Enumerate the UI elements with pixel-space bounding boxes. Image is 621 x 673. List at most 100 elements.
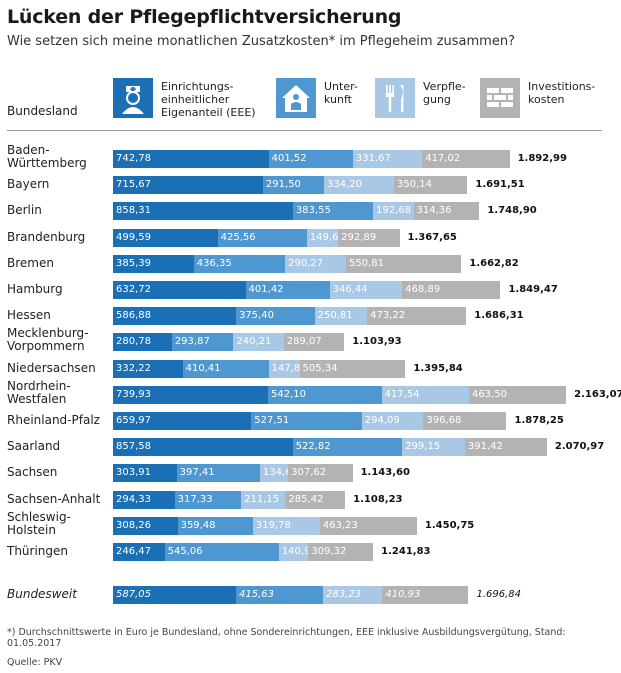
bar-segment: 397,41 xyxy=(176,464,260,483)
bar-segment: 468,89 xyxy=(402,281,501,299)
row-label: Schleswig- Holstein xyxy=(7,509,71,537)
bar-segment: 415,63 xyxy=(235,586,324,604)
bar-segment: 289,07 xyxy=(283,333,345,352)
bar-segment: 332,22 xyxy=(113,359,183,378)
legend-label-eee: Einrichtungs-einheitlicher Eigenanteil (E… xyxy=(161,80,256,119)
bar-segment: 396,68 xyxy=(423,412,507,430)
bar-segment: 292,89 xyxy=(338,228,400,247)
bar-total-label: 1.103,93 xyxy=(352,336,402,348)
bar-segment: 587,05 xyxy=(113,586,236,604)
bar-total-label: 1.696,84 xyxy=(476,589,522,600)
row-label: Brandenburg xyxy=(7,229,86,244)
row-label-summary: Bundesweit xyxy=(7,587,77,601)
legend-label-verpflegung: Verpfle-gung xyxy=(423,80,466,106)
chart-title: Lücken der Pflegepflichtversicherung xyxy=(7,6,402,28)
bar-segment: 463,23 xyxy=(319,516,417,535)
bar-segment: 417,02 xyxy=(422,150,510,168)
bar-segment: 715,67 xyxy=(113,176,263,195)
bar-segment: 527,51 xyxy=(251,412,362,430)
bar-total-label: 1.892,99 xyxy=(517,153,567,164)
bar-segment: 522,82 xyxy=(292,438,403,457)
bar-segment: 308,26 xyxy=(113,516,178,535)
bar-total-label: 1.686,31 xyxy=(474,310,524,322)
bar-segment: 391,42 xyxy=(464,438,547,457)
row-label: Bremen xyxy=(7,255,54,270)
bar-segment: 350,14 xyxy=(394,176,468,195)
row-label: Sachsen-Anhalt xyxy=(7,491,101,506)
bar-segment: 346,44 xyxy=(329,281,403,299)
bar-segment: 463,50 xyxy=(469,385,567,404)
row-label: Berlin xyxy=(7,203,42,218)
bar-segment: 283,23 xyxy=(323,586,383,604)
bar-segment: 140,98 xyxy=(278,543,309,561)
legend-label-investition: Investitions-kosten xyxy=(528,80,596,106)
row-label: Nordrhein- Westfalen xyxy=(7,378,71,406)
bar-segment: 290,27 xyxy=(285,254,346,273)
bar-segment: 307,62 xyxy=(288,464,353,483)
bar-total-label: 1.748,90 xyxy=(487,205,537,217)
chart-subtitle: Wie setzen sich meine monatlichen Zusatz… xyxy=(7,34,515,49)
bar-segment: 303,91 xyxy=(113,464,177,483)
bar-segment: 334,20 xyxy=(324,176,394,195)
bar-segment: 240,21 xyxy=(233,333,284,352)
row-label: Hessen xyxy=(7,308,51,323)
brick-wall-icon xyxy=(480,78,520,118)
bar-segment: 192,68 xyxy=(373,202,414,221)
nurse-icon xyxy=(113,78,153,118)
bar-segment: 401,42 xyxy=(245,281,330,299)
bar-segment: 317,33 xyxy=(174,490,242,509)
bar-segment: 250,81 xyxy=(314,307,368,326)
bar-segment: 401,52 xyxy=(268,150,353,168)
bar-total-label: 1.450,75 xyxy=(424,519,475,531)
row-label: Rheinland-Pfalz xyxy=(7,413,100,427)
fork-knife-icon xyxy=(375,78,415,118)
bar-total-label: 2.163,07 xyxy=(574,388,621,400)
bar-segment: 246,47 xyxy=(113,543,165,561)
bar-segment: 309,32 xyxy=(308,543,374,561)
bar-total-label: 1.241,83 xyxy=(381,546,431,557)
bar-segment: 299,15 xyxy=(402,438,465,457)
bar-segment: 331,67 xyxy=(352,150,423,168)
bar-segment: 586,88 xyxy=(113,307,236,326)
house-person-icon xyxy=(276,78,316,118)
bar-segment: 375,40 xyxy=(235,307,315,326)
bar-segment: 505,34 xyxy=(299,359,406,378)
bar-segment: 294,33 xyxy=(113,490,175,509)
bar-total-label: 1.395,84 xyxy=(413,362,463,374)
footnote: *) Durchschnittswerte in Euro je Bundesl… xyxy=(7,627,566,649)
bar-segment: 473,22 xyxy=(367,307,467,326)
bar-segment: 742,78 xyxy=(113,150,269,168)
bar-segment: 659,97 xyxy=(113,412,252,430)
bar-segment: 542,10 xyxy=(268,385,382,404)
bar-segment: 857,58 xyxy=(113,438,293,457)
bar-segment: 285,42 xyxy=(285,490,346,509)
bar-segment: 499,59 xyxy=(113,228,218,247)
bar-total-label: 1.108,23 xyxy=(353,493,403,505)
bar-segment: 425,56 xyxy=(217,228,307,247)
row-label: Saarland xyxy=(7,439,61,454)
bar-total-label: 1.367,65 xyxy=(407,231,457,243)
column-header: Bundesland xyxy=(7,104,78,118)
source-note: Quelle: PKV xyxy=(7,657,63,668)
row-label: Bayern xyxy=(7,177,50,192)
bar-segment: 436,35 xyxy=(193,254,286,273)
legend-label-unterkunft: Unter-kunft xyxy=(324,80,358,106)
row-label: Niedersachsen xyxy=(7,360,96,375)
bar-segment: 545,06 xyxy=(164,543,279,561)
bar-segment: 359,48 xyxy=(177,516,253,535)
bar-segment: 410,41 xyxy=(182,359,269,378)
bar-total-label: 1.849,47 xyxy=(508,284,558,295)
row-label: Sachsen xyxy=(7,465,58,480)
bar-total-label: 2.070,97 xyxy=(554,441,605,453)
bar-total-label: 1.691,51 xyxy=(475,179,525,191)
bar-segment: 632,72 xyxy=(113,281,246,299)
bar-segment: 410,93 xyxy=(382,586,469,604)
bar-segment: 149,61 xyxy=(306,228,339,247)
bar-segment: 383,55 xyxy=(292,202,374,221)
bar-segment: 417,54 xyxy=(381,385,470,404)
bar-total-label: 1.143,60 xyxy=(360,467,410,479)
bar-segment: 293,87 xyxy=(171,333,234,352)
bar-segment: 550,81 xyxy=(345,254,462,273)
row-label: Thüringen xyxy=(7,544,69,558)
bar-segment: 280,78 xyxy=(113,333,172,352)
